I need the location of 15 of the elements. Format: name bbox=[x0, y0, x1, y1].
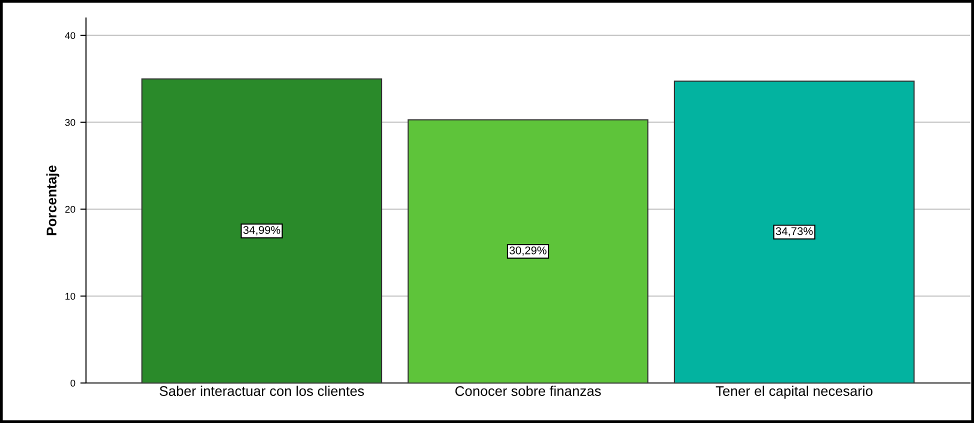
bar bbox=[141, 78, 382, 383]
y-axis-title: Porcentaje bbox=[46, 165, 60, 236]
y-tick-label: 0 bbox=[70, 380, 76, 387]
bar bbox=[408, 119, 648, 383]
x-tick-label: Conocer sobre finanzas bbox=[455, 386, 601, 396]
data-label: 34,99% bbox=[243, 226, 280, 236]
bar bbox=[674, 80, 915, 383]
data-label: 34,73% bbox=[776, 227, 813, 236]
y-tick-label: 20 bbox=[65, 206, 76, 213]
y-tick-label: 40 bbox=[64, 32, 76, 39]
y-tick-label: 10 bbox=[66, 292, 76, 300]
data-label: 30,29% bbox=[510, 246, 546, 256]
x-tick-label: Tener el capital necesario bbox=[716, 386, 872, 399]
x-tick-label: Saber interactuar con los clientes bbox=[160, 386, 364, 396]
y-tick-label: 30 bbox=[65, 119, 76, 126]
